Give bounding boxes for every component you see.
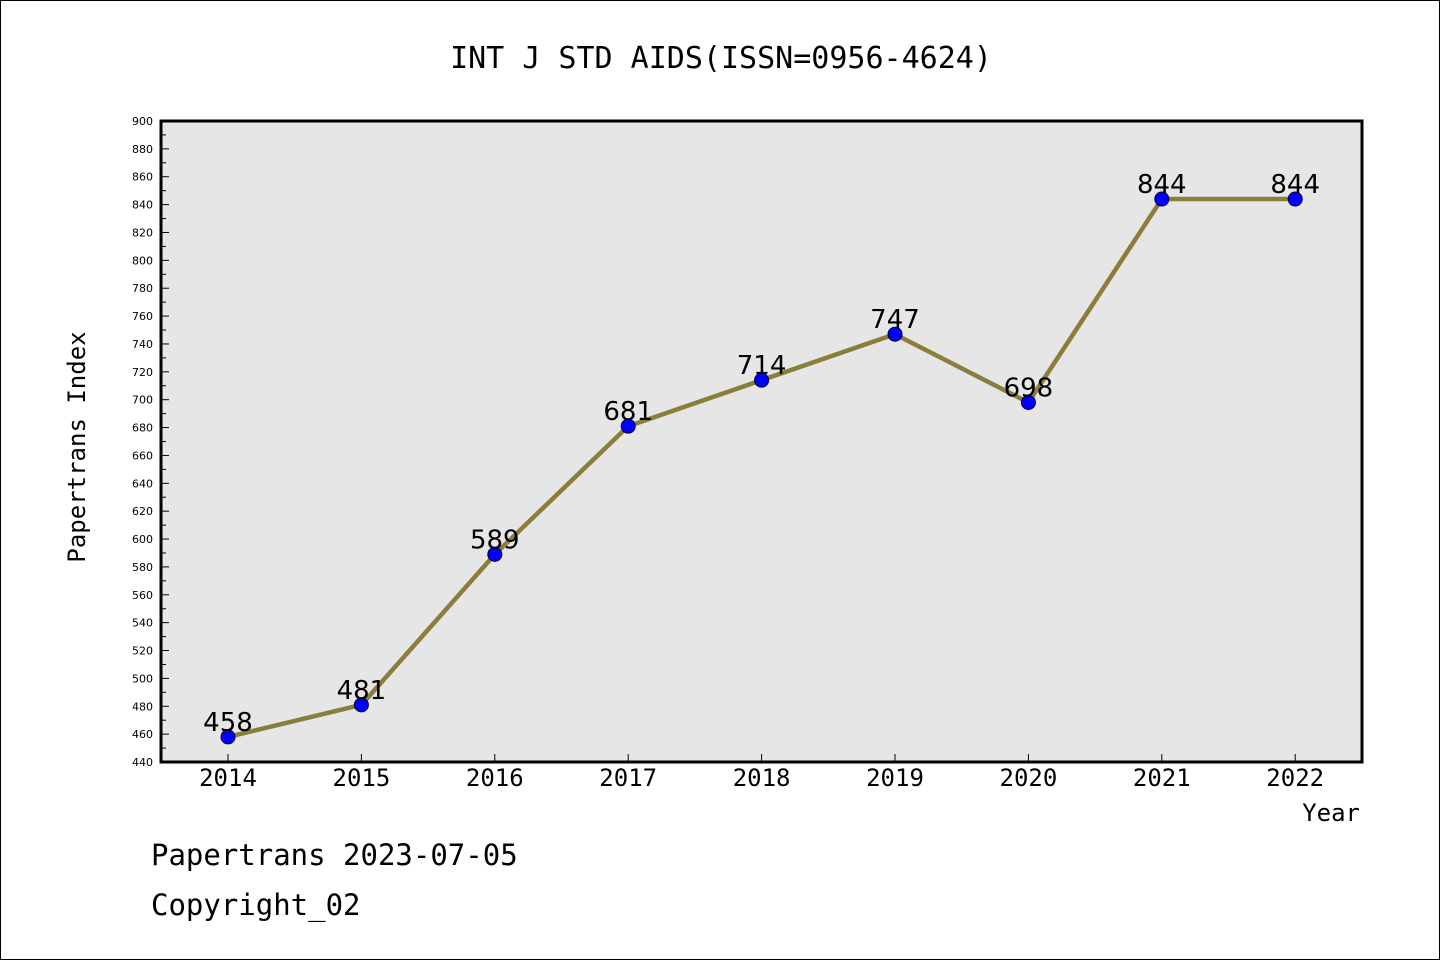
x-tick-label: 2017 [599,764,657,792]
data-point [487,546,503,562]
data-point [887,326,903,342]
footer-copyright: Copyright_02 [151,888,361,923]
data-label: 844 [1270,170,1320,200]
x-tick-label: 2014 [199,764,257,792]
y-tick-label: 840 [132,199,153,212]
plot-area [159,119,1364,764]
x-tick-label: 2021 [1133,764,1191,792]
y-tick-label: 720 [132,366,153,379]
data-point [1287,191,1303,207]
y-tick-label: 520 [132,645,153,658]
y-tick-label: 760 [132,310,153,323]
y-tick-label: 620 [132,505,153,518]
data-label: 714 [737,351,787,381]
series-layer [220,191,1303,745]
y-tick-label: 860 [132,171,153,184]
data-labels: 458 481 589 681 714 747 698 844 844 [203,170,1320,738]
y-tick-label: 680 [132,422,153,435]
data-point [220,729,236,745]
y-tick-label: 540 [132,617,153,630]
y-tick-label: 700 [132,394,153,407]
data-label: 747 [870,305,920,335]
y-tick-label: 480 [132,700,153,713]
x-axis: 2014 2015 2016 2017 2018 2019 2020 2021 2022 [199,754,1324,792]
data-point [754,372,770,388]
y-tick-label: 880 [132,143,153,156]
y-tick-label: 660 [132,449,153,462]
data-label: 698 [1004,373,1054,403]
y-tick-label: 440 [132,756,153,769]
y-tick-label: 640 [132,477,153,490]
y-tick-label: 600 [132,533,153,546]
data-label: 481 [337,676,387,706]
y-axis: 440 460 480 500 520 540 560 580 600 620 640 660 680 7… [132,115,169,769]
x-tick-label: 2015 [333,764,391,792]
x-tick-label: 2022 [1266,764,1324,792]
data-point [353,697,369,713]
data-point [1020,394,1036,410]
data-point [1154,191,1170,207]
footer-date: Papertrans 2023-07-05 [151,838,518,872]
y-tick-label: 780 [132,282,153,295]
y-tick-label: 800 [132,254,153,267]
y-axis-label: Papertrans Index [63,331,91,562]
data-label: 844 [1137,170,1187,200]
data-point [620,418,636,434]
y-tick-label: 580 [132,561,153,574]
x-tick-label: 2019 [866,764,924,792]
y-tick-label: 560 [132,589,153,602]
y-tick-label: 900 [132,115,153,128]
data-label: 589 [470,525,520,555]
y-tick-label: 460 [132,728,153,741]
x-tick-label: 2020 [1000,764,1058,792]
data-label: 681 [603,397,653,427]
y-tick-label: 740 [132,338,153,351]
x-axis-label: Year [1302,799,1360,827]
chart-title: INT J STD AIDS(ISSN=0956-4624) [450,41,992,76]
x-tick-label: 2016 [466,764,524,792]
y-tick-label: 820 [132,226,153,239]
data-label: 458 [203,708,253,738]
x-tick-label: 2018 [733,764,791,792]
y-tick-label: 500 [132,672,153,685]
